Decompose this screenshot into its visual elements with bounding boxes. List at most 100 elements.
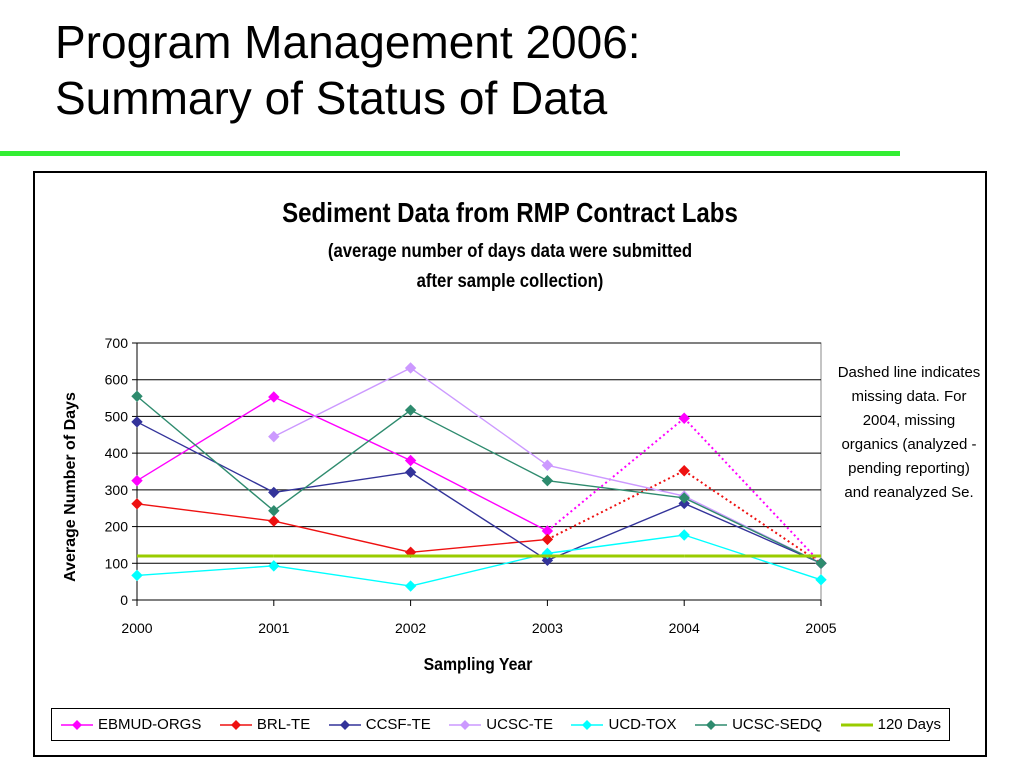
- series-segment: [273, 367, 411, 438]
- series-segment: [273, 409, 412, 512]
- x-tick-label: 2000: [121, 620, 152, 636]
- legend-label: UCD-TOX: [608, 716, 677, 733]
- legend-swatch: [219, 719, 252, 730]
- series-segment: [273, 565, 411, 587]
- series-segment: [273, 471, 411, 494]
- chart-subtitle-line-1: (average number of days data were submit…: [327, 241, 693, 262]
- y-tick-label: 600: [105, 372, 129, 388]
- y-tick-label: 300: [105, 482, 129, 498]
- data-point: [131, 498, 143, 510]
- legend-label: CCSF-TE: [365, 716, 431, 733]
- data-point: [404, 362, 417, 374]
- series-ucd-tox: [131, 529, 827, 592]
- data-point: [131, 569, 143, 582]
- chart-title: Sediment Data from RMP Contract Labs: [282, 197, 738, 228]
- data-point: [268, 560, 280, 572]
- data-point: [131, 474, 143, 487]
- series-segment: [410, 409, 548, 482]
- y-tick-label: 700: [105, 335, 129, 351]
- legend-label: UCSC-TE: [486, 716, 553, 733]
- slide-title: Program Management 2006: Summary of Stat…: [55, 14, 955, 126]
- x-tick-label: 2004: [669, 620, 700, 636]
- data-point: [268, 486, 280, 499]
- y-tick-label: 200: [105, 519, 129, 535]
- data-point: [541, 474, 554, 487]
- chart-note: Dashed line indicates missing data. For …: [837, 364, 981, 501]
- x-tick-label: 2003: [532, 620, 563, 636]
- series-segment-dashed: [683, 417, 822, 564]
- series-segment: [410, 538, 548, 553]
- series-ucsc-sedq: [131, 390, 827, 569]
- legend-item: CCSF-TE: [328, 716, 431, 733]
- slide-title-line-2: Summary of Status of Data: [55, 72, 608, 124]
- data-point: [678, 465, 690, 477]
- series-segment: [683, 502, 822, 564]
- plot-area: [136, 342, 822, 601]
- series-segment: [136, 396, 275, 482]
- x-tick-label: 2002: [395, 620, 426, 636]
- y-tick-label: 400: [105, 445, 129, 461]
- data-point: [268, 430, 280, 443]
- x-axis-label: Sampling Year: [424, 654, 533, 674]
- x-tick-label: 2005: [805, 620, 836, 636]
- legend-swatch: [328, 719, 361, 730]
- legend-label: EBMUD-ORGS: [98, 716, 202, 733]
- series-segment: [547, 534, 685, 555]
- legend-item: 120 Days: [840, 716, 941, 733]
- series-segment: [273, 396, 411, 462]
- legend-item: EBMUD-ORGS: [60, 716, 201, 733]
- series-segment: [136, 503, 274, 522]
- data-point: [404, 404, 417, 416]
- chart-subtitle-line-2: after sample collection): [416, 271, 604, 292]
- y-tick-label: 0: [120, 592, 128, 608]
- y-tick-label: 100: [105, 555, 129, 571]
- chart-subtitle: (average number of days data were submit…: [92, 237, 928, 297]
- series-segment: [410, 552, 548, 587]
- series-segment: [410, 459, 548, 532]
- legend-item: UCSC-SEDQ: [694, 716, 822, 733]
- data-point: [131, 416, 143, 428]
- series-segment: [273, 520, 411, 553]
- y-tick-label: 500: [105, 408, 129, 424]
- legend-label: UCSC-SEDQ: [732, 716, 823, 733]
- data-point: [678, 529, 690, 541]
- line-chart: 0 100 200 300 400 500 600 700 2000 2001 2002 2003 20…: [62, 335, 837, 674]
- data-point: [404, 466, 417, 478]
- series-segment: [410, 367, 548, 466]
- data-point: [268, 391, 280, 403]
- data-point: [815, 574, 827, 586]
- title-divider: [0, 151, 900, 156]
- series-segment: [136, 395, 275, 512]
- chart-legend: EBMUD-ORGS BRL-TE CCSF-TE UCSC-TE UCD-TOX UCS…: [51, 708, 950, 741]
- legend-label: 120 Days: [877, 716, 941, 733]
- legend-item: BRL-TE: [219, 716, 310, 733]
- data-point: [815, 557, 827, 569]
- data-point: [268, 505, 280, 517]
- data-point: [131, 390, 143, 402]
- data-point: [404, 454, 417, 467]
- series-segment: [547, 464, 685, 497]
- legend-swatch: [840, 723, 873, 726]
- data-point: [404, 580, 417, 592]
- series-segment: [547, 479, 685, 499]
- series-segment: [136, 421, 275, 494]
- data-point: [678, 412, 690, 424]
- series-ccsf-te: [131, 416, 827, 569]
- data-point: [268, 515, 280, 527]
- x-tick-label: 2001: [258, 620, 289, 636]
- chart-frame: Sediment Data from RMP Contract Labs (av…: [33, 171, 987, 757]
- data-point: [678, 492, 690, 504]
- legend-swatch: [571, 719, 604, 730]
- legend-item: UCSC-TE: [448, 716, 553, 733]
- legend-label: BRL-TE: [256, 716, 311, 733]
- series-segment: [136, 565, 274, 577]
- series-segment: [683, 497, 822, 564]
- data-point: [541, 459, 554, 471]
- legend-swatch: [61, 719, 93, 730]
- legend-swatch: [695, 719, 728, 730]
- legend-item: UCD-TOX: [570, 716, 677, 733]
- slide-title-line-1: Program Management 2006:: [55, 16, 641, 68]
- series-segment: [410, 471, 548, 561]
- series-segment-dashed: [546, 469, 685, 541]
- data-point: [541, 554, 554, 567]
